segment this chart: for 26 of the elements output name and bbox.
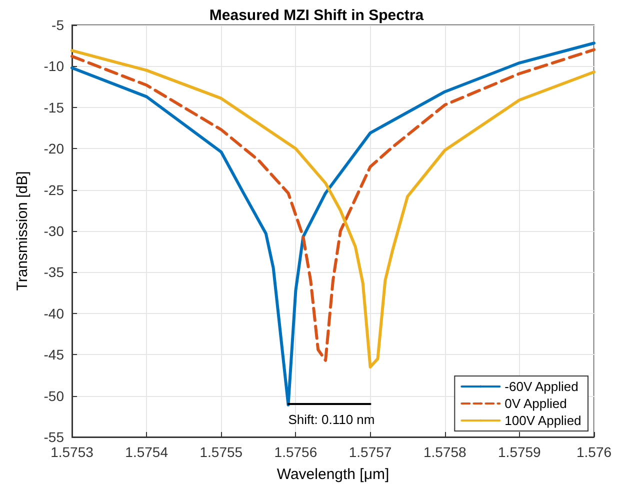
- x-tick-label: 1.5759: [498, 444, 542, 460]
- y-tick-label: -30: [44, 223, 64, 239]
- x-tick-label: 1.5754: [125, 444, 168, 460]
- x-tick-label: 1.5758: [423, 444, 466, 460]
- legend-label: -60V Applied: [504, 379, 578, 394]
- x-tick-label: 1.5753: [50, 444, 94, 460]
- y-axis-title: Transmission [dB]: [14, 171, 31, 291]
- y-tick-label: -55: [44, 429, 64, 445]
- x-axis-title: Wavelength [μm]: [276, 466, 390, 483]
- y-tick-label: -15: [44, 99, 64, 116]
- x-tick-label: 1.5756: [274, 444, 318, 460]
- x-tick-label: 1.5757: [348, 444, 392, 460]
- legend-label: 0V Applied: [504, 396, 567, 411]
- annotation: Shift: 0.110 nm: [288, 412, 375, 428]
- y-tick-label: -20: [44, 140, 64, 157]
- y-tick-label: -45: [44, 346, 64, 363]
- legend-label: 100V Applied: [504, 413, 582, 428]
- y-tick-label: -40: [44, 305, 64, 322]
- x-tick-label: 1.576: [576, 444, 612, 460]
- x-tick-label: 1.5755: [200, 444, 243, 460]
- y-tick-label: -10: [44, 58, 64, 74]
- y-tick-label: -5: [52, 17, 64, 33]
- y-tick-label: -25: [44, 182, 64, 198]
- y-tick-label: -35: [44, 264, 64, 280]
- chart-title: Measured MZI Shift in Spectra: [209, 7, 424, 24]
- y-tick-label: -50: [44, 388, 64, 404]
